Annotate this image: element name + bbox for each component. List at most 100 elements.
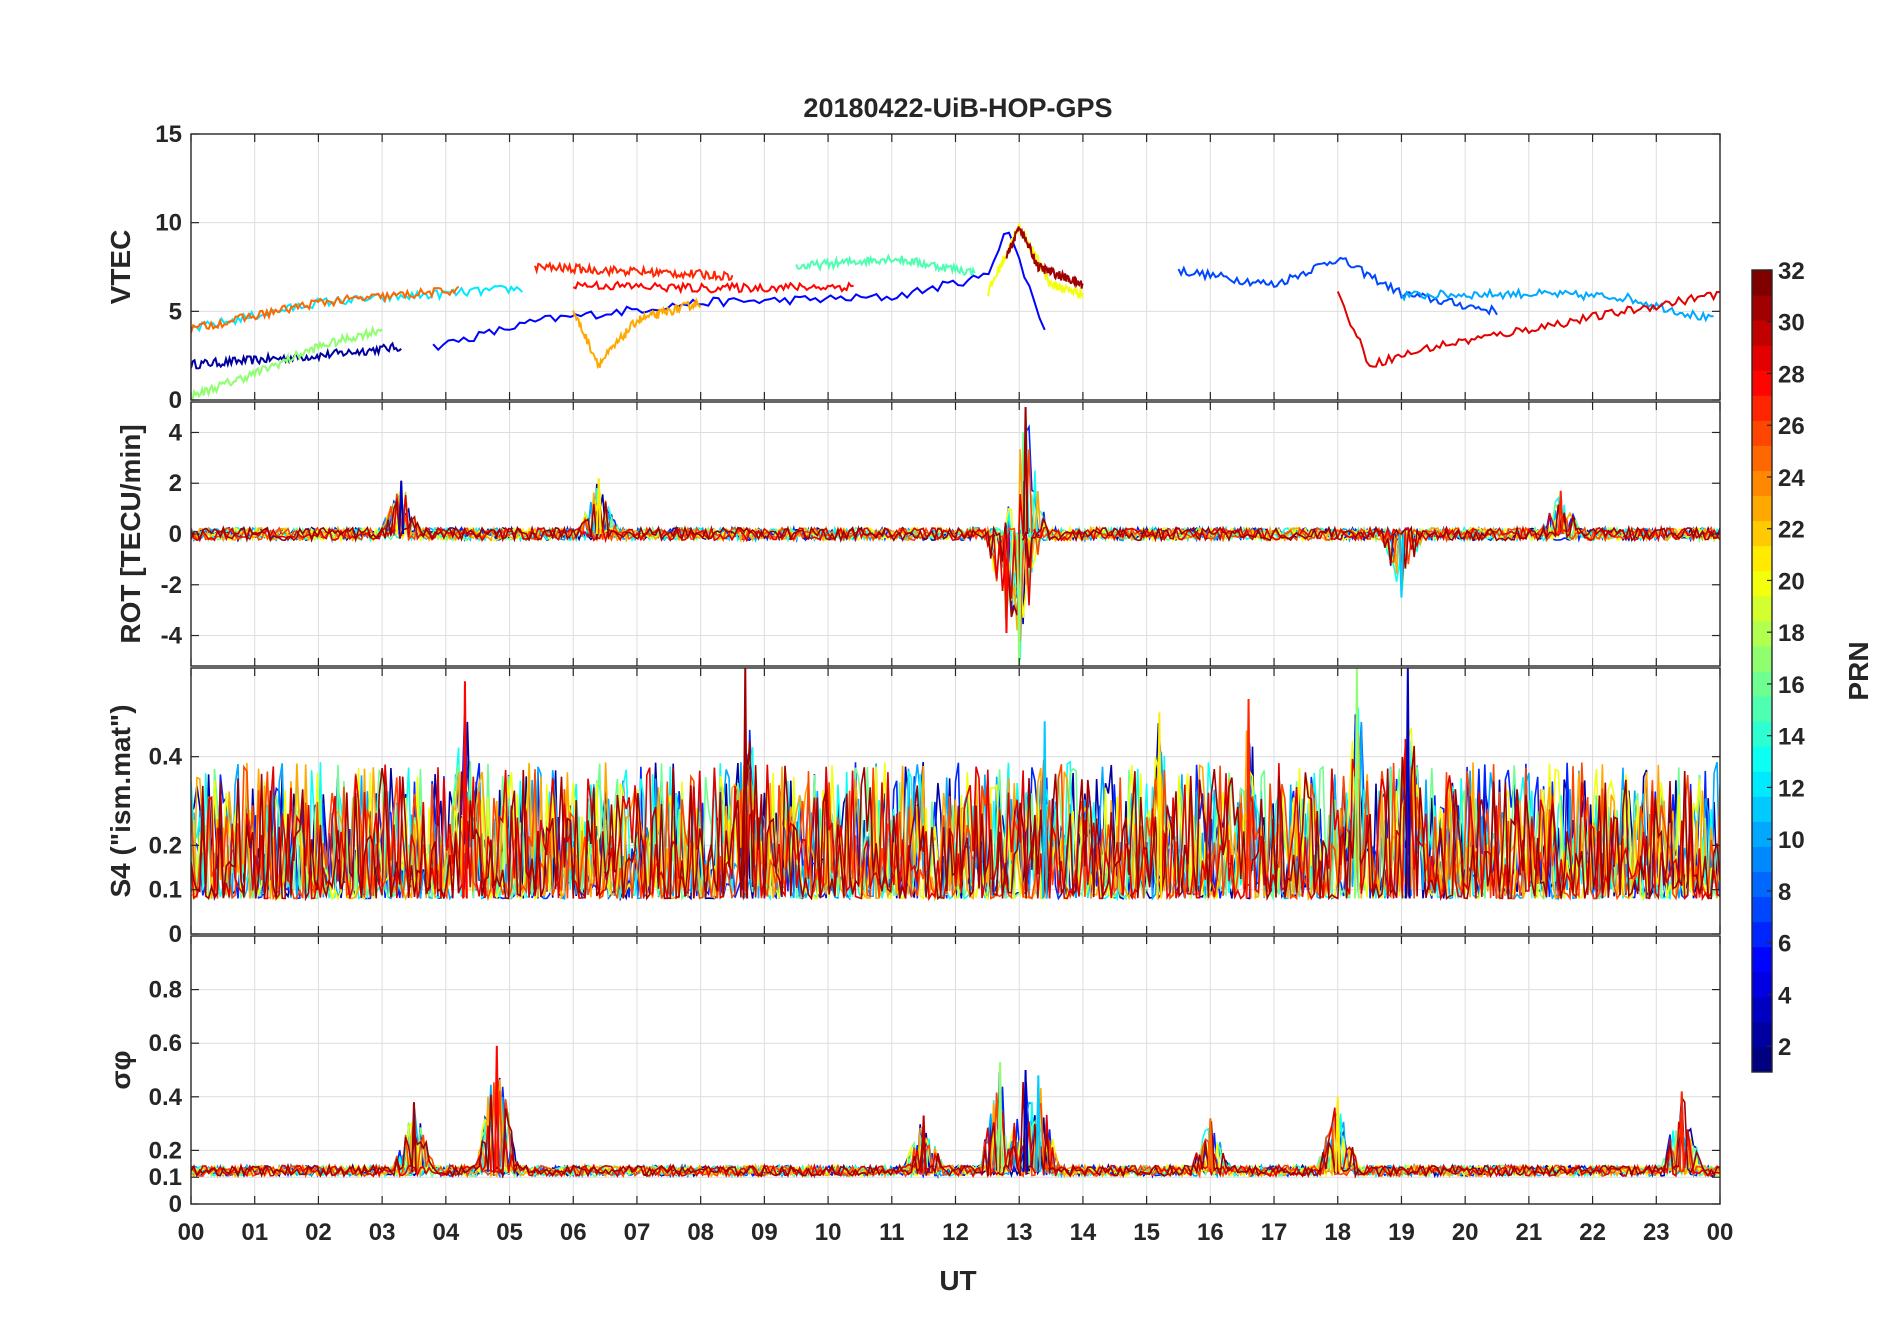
series-line-prn-28 [572,280,854,295]
event-spike [1398,533,1405,598]
x-tick-label: 15 [1133,1219,1160,1246]
colorbar-tick-label: 24 [1778,465,1805,492]
x-tick-label: 00 [1707,1219,1734,1246]
series-line-prn-27 [534,261,734,282]
x-tick-label: 14 [1070,1219,1097,1246]
event-spike [1207,1118,1214,1172]
x-tick-label: 00 [178,1219,205,1246]
colorbar-band [1752,946,1772,973]
x-axis: 00 01 02 03 04 05 06 07 08 09 10 11 12 13 14 15 16 17 18 19… [178,134,1734,1246]
event-spike [1156,712,1163,899]
x-tick-label: 05 [496,1219,523,1246]
x-tick-label: 03 [369,1219,396,1246]
event-spike [493,1045,500,1172]
colorbar-band [1752,295,1772,321]
y-tick-label: -2 [161,572,182,599]
event-spike [997,1061,1004,1172]
event-spike [462,681,468,899]
colorbar-tick-label: 32 [1778,258,1805,285]
colorbar-band [1752,570,1772,597]
event-spike [1022,407,1029,535]
y-tick-label: 0 [169,387,182,414]
colorbar-band [1752,270,1772,296]
y-axis-label: σφ [105,1050,136,1089]
event-spike [1016,533,1023,666]
colorbar-tick-label: 16 [1778,672,1805,699]
y-axis-label: S4 ("ism.mat") [105,704,136,897]
x-tick-label: 09 [751,1219,778,1246]
colorbar-band [1752,771,1772,797]
series-line-prn-31 [191,501,1720,618]
panel-2: -4 -2 0 2 4 ROT [TECU/min] [115,401,1721,667]
series-line-prn-31 [191,740,1720,902]
colorbar-band [1752,896,1772,923]
colorbar-band [1752,345,1772,371]
colorbar-band [1752,971,1772,998]
colorbar-band [1752,671,1772,697]
x-tick-label: 21 [1516,1219,1543,1246]
series-line-prn-31 [1005,226,1084,289]
series-line-prn-29 [191,738,1720,902]
colorbar-band [1752,721,1772,747]
x-tick-label: 02 [305,1219,332,1246]
x-tick-label: 16 [1197,1219,1224,1246]
chart-title: 20180422-UiB-HOP-GPS [803,93,1112,123]
series-line-prn-7 [1177,256,1498,316]
colorbar-band [1752,395,1772,421]
y-tick-label: 0.6 [149,1030,182,1057]
x-tick-label: 11 [879,1219,904,1246]
x-tick-label: 07 [624,1219,651,1246]
colorbar-band [1752,996,1772,1023]
colorbar-tick-label: 22 [1778,517,1805,544]
colorbar-band [1752,1021,1772,1048]
colorbar-tick-label: 14 [1778,724,1805,751]
series-line-prn-29 [1336,290,1720,368]
event-spike [1404,668,1411,899]
colorbar-tick-label: 8 [1778,879,1791,906]
series-line-prn-26 [191,746,1720,902]
x-tick-label: 13 [1006,1219,1033,1246]
colorbar-band [1752,846,1772,872]
colorbar-band [1752,520,1772,547]
y-axis-label: ROT [TECU/min] [115,424,146,643]
colorbar-band [1752,871,1772,898]
colorbar-band [1752,746,1772,772]
colorbar-band [1752,921,1772,948]
y-tick-label: 5 [169,298,182,325]
colorbar-band [1752,445,1772,471]
event-spike [1041,721,1048,899]
event-spike [1245,699,1252,899]
y-tick-label: 0.1 [149,877,182,904]
x-tick-label: 19 [1388,1219,1415,1246]
event-spike [398,480,405,535]
y-tick-label: 0.4 [149,744,183,771]
colorbar-band [1752,470,1772,497]
x-tick-label: 10 [815,1219,842,1246]
colorbar-tick-label: 10 [1778,827,1805,854]
colorbar-tick-label: 4 [1778,982,1792,1009]
colorbar-tick-label: 20 [1778,568,1805,595]
colorbar-band [1752,796,1772,822]
colorbar-label: PRN [1843,641,1874,700]
panel-data [191,407,1720,666]
y-tick-label: 0.4 [149,1084,183,1111]
y-tick-label: 0 [169,521,182,548]
x-tick-label: 22 [1579,1219,1606,1246]
y-tick-label: 0.2 [149,832,182,859]
event-spike [1022,1069,1029,1172]
colorbar-tick-label: 2 [1778,1034,1791,1061]
y-tick-label: 15 [155,121,182,148]
y-tick-label: 0 [169,921,182,948]
colorbar-tick-label: 6 [1778,931,1791,958]
x-tick-label: 08 [687,1219,714,1246]
x-tick-label: 20 [1452,1219,1479,1246]
x-tick-label: 18 [1324,1219,1351,1246]
x-tick-label: 06 [560,1219,587,1246]
series-line-prn-25 [191,285,460,334]
series-line-prn-31 [191,1081,1720,1179]
colorbar-tick-label: 12 [1778,775,1805,802]
colorbar-band [1752,1046,1772,1073]
colorbar-frame [1751,269,1773,1073]
